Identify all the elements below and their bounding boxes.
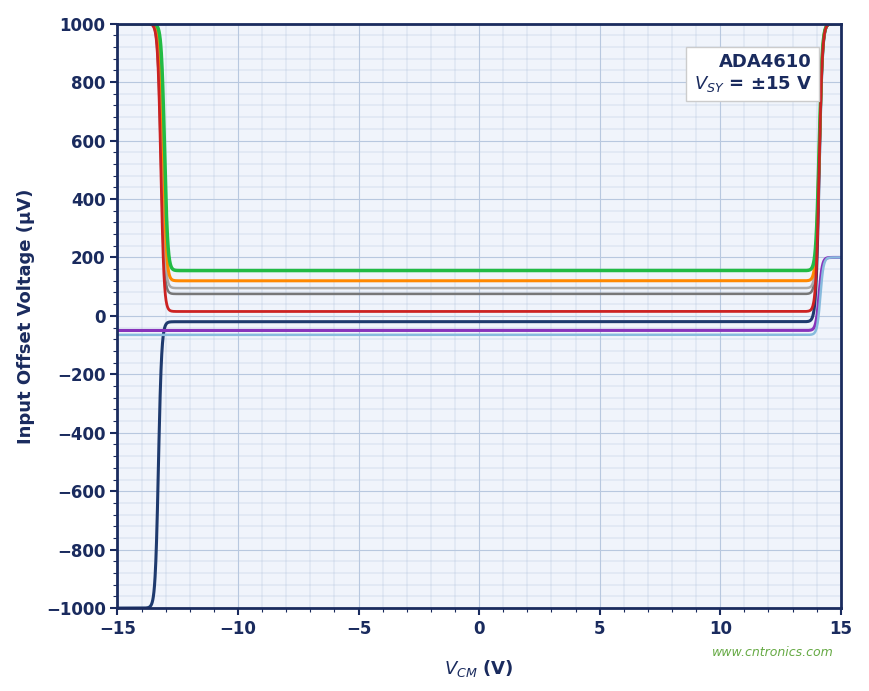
Text: $V_{CM}$ (V): $V_{CM}$ (V) [444, 658, 514, 679]
Y-axis label: Input Offset Voltage (µV): Input Offset Voltage (µV) [17, 188, 35, 444]
Text: www.cntronics.com: www.cntronics.com [712, 646, 833, 659]
Text: ADA4610
$V_{SY}$ = ±15 V: ADA4610 $V_{SY}$ = ±15 V [693, 53, 812, 94]
